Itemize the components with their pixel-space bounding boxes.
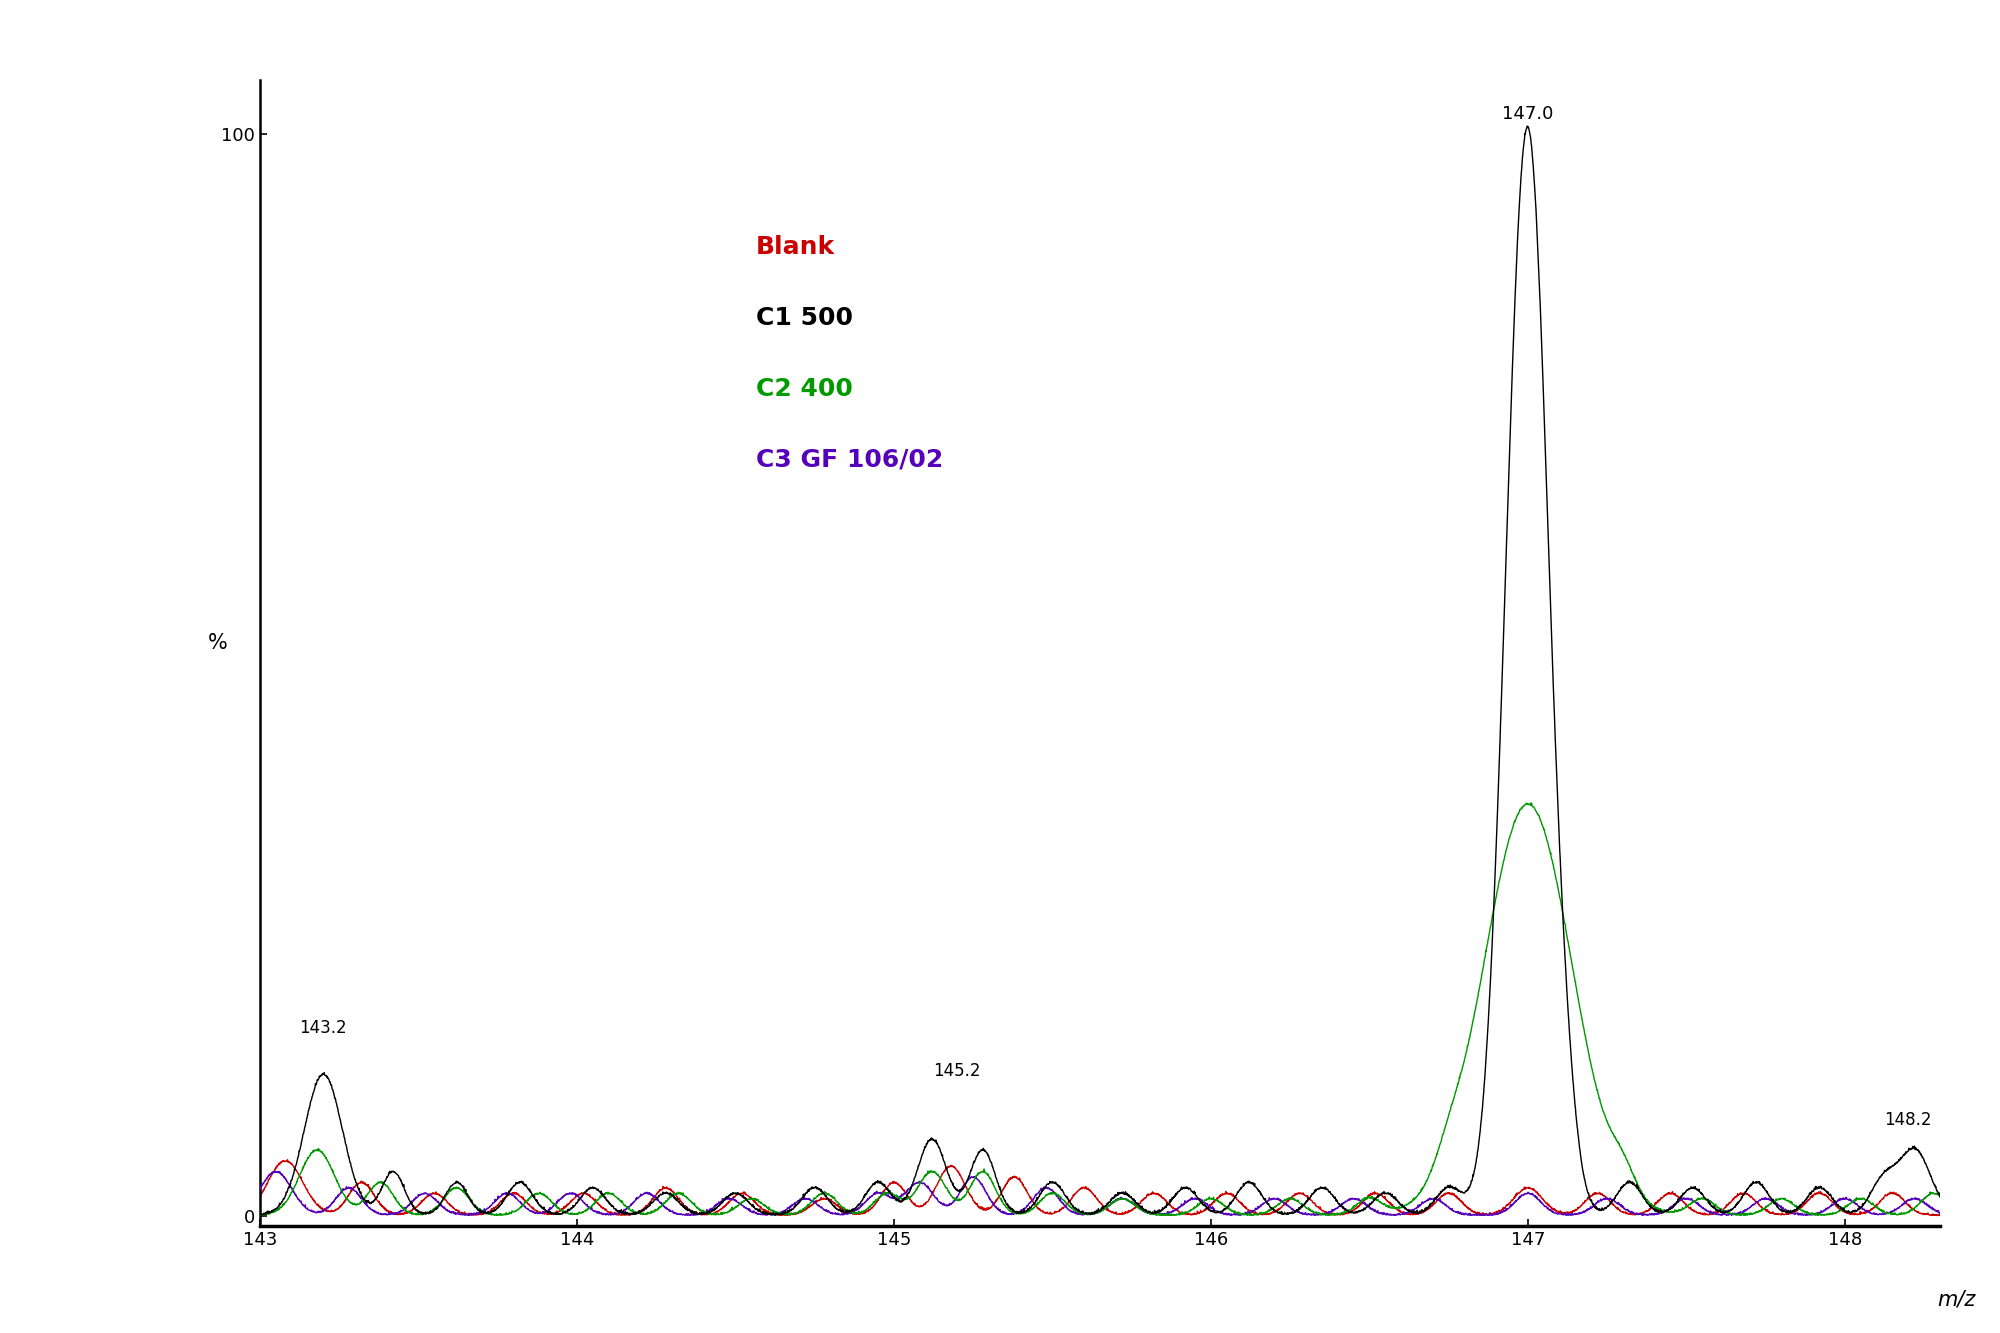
- Text: C1 500: C1 500: [756, 305, 852, 329]
- Text: C2 400: C2 400: [756, 377, 852, 401]
- Text: Blank: Blank: [756, 235, 834, 259]
- Text: C3 GF 106/02: C3 GF 106/02: [756, 448, 942, 472]
- Text: 145.2: 145.2: [934, 1062, 982, 1080]
- X-axis label: m/z: m/z: [1938, 1289, 1976, 1309]
- Text: 147.0: 147.0: [1502, 105, 1554, 123]
- Y-axis label: %: %: [208, 633, 228, 653]
- Text: 143.2: 143.2: [300, 1020, 348, 1037]
- Text: 148.2: 148.2: [1884, 1110, 1932, 1129]
